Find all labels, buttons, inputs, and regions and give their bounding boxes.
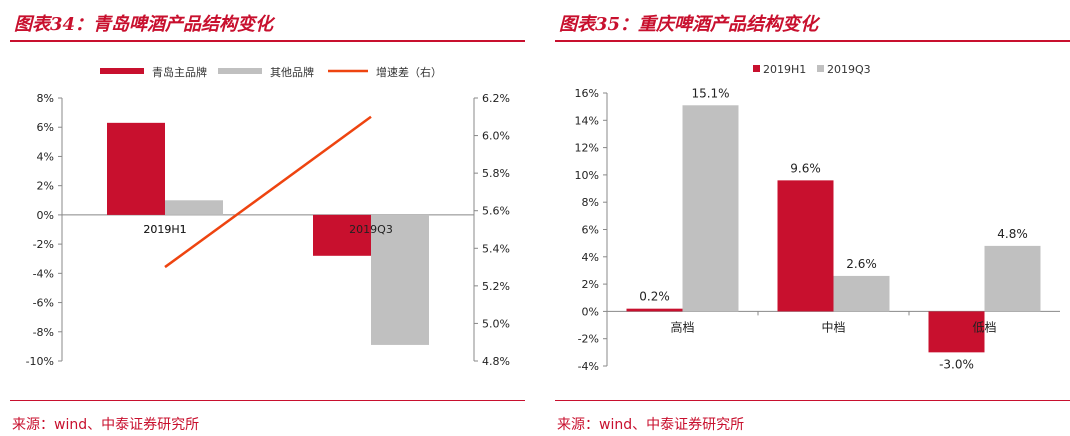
source-note: 来源：wind、中泰证券研究所	[557, 417, 745, 433]
y-tick-label-left: 4%	[37, 150, 54, 163]
x-tick-label: 低档	[972, 320, 996, 334]
legend-swatch	[817, 65, 824, 72]
bar	[833, 275, 890, 312]
source-divider	[555, 400, 1070, 401]
y-tick-label: 0%	[582, 305, 599, 318]
legend-label: 2019H1	[763, 63, 806, 76]
bar	[984, 245, 1041, 312]
chart-panel-left: 图表34：青岛啤酒产品结构变化 青岛主品牌 其他品牌 增速差（右） 8% 6% 4% 2% 0…	[0, 0, 525, 436]
bar	[371, 214, 429, 345]
y-tick-label: 6%	[582, 224, 599, 237]
y-tick-label-left: -6%	[33, 297, 54, 310]
y-tick-label: 12%	[575, 142, 599, 155]
y-tick-label-right: 4.8%	[482, 355, 510, 368]
y-tick-label: 4%	[582, 251, 599, 264]
y-tick-label-right: 5.4%	[482, 242, 510, 255]
y-tick-label-left: -8%	[33, 326, 54, 339]
legend-swatch	[753, 65, 760, 72]
title-bar: 图表35：重庆啤酒产品结构变化	[555, 4, 1070, 42]
y-tick-label: 14%	[575, 114, 599, 127]
y-tick-label: 8%	[582, 196, 599, 209]
bar	[928, 311, 985, 353]
y-tick-label: 10%	[575, 169, 599, 182]
y-tick-label-left: -10%	[26, 355, 54, 368]
chart-panel-right: 图表35：重庆啤酒产品结构变化 2019H1 2019Q3 16% 14% 12% 10%…	[545, 0, 1070, 436]
y-tick-label-left: -4%	[33, 267, 54, 280]
legend-label: 增速差（右）	[376, 65, 442, 79]
chart-title: 图表35：重庆啤酒产品结构变化	[559, 14, 819, 35]
y-tick-label-right: 5.0%	[482, 317, 510, 330]
y-tick-label: -4%	[578, 360, 599, 373]
bar	[165, 200, 223, 215]
chart-title: 图表34：青岛啤酒产品结构变化	[14, 14, 274, 35]
data-label: 0.2%	[639, 290, 670, 304]
line-series	[164, 115, 372, 269]
bar	[107, 122, 165, 215]
legend-label: 2019Q3	[827, 63, 871, 76]
y-tick-label-right: 5.8%	[482, 167, 510, 180]
y-tick-label-left: 8%	[37, 92, 54, 105]
x-tick-label: 高档	[670, 319, 694, 334]
y-tick-label-right: 5.6%	[482, 205, 510, 218]
data-label: 15.1%	[691, 86, 729, 100]
y-tick-label: 2%	[582, 278, 599, 291]
y-tick-label-right: 5.2%	[482, 280, 510, 293]
y-tick-label: -2%	[578, 333, 599, 346]
data-label: 9.6%	[790, 161, 821, 175]
y-tick-label-left: 6%	[37, 121, 54, 134]
x-tick-label: 中档	[821, 319, 845, 334]
title-bar: 图表34：青岛啤酒产品结构变化	[10, 4, 525, 42]
legend-label: 其他品牌	[270, 65, 314, 79]
x-tick-label-top: 2019H1	[143, 223, 186, 236]
data-label: -3.0%	[939, 357, 974, 371]
chart-chongqing: 2019H1 2019Q3 16% 14% 12% 10% 8% 6% 4% 2% 0% -2% -4%…	[575, 63, 1060, 373]
y-tick-label-right: 6.2%	[482, 92, 510, 105]
legend-label: 青岛主品牌	[152, 65, 207, 79]
y-tick-label-right: 6.0%	[482, 130, 510, 143]
source-divider	[10, 400, 525, 401]
source-note: 来源：wind、中泰证券研究所	[12, 417, 200, 433]
bar	[777, 180, 834, 312]
x-tick-label-top: 2019Q3	[349, 223, 393, 236]
bar	[682, 105, 739, 312]
legend-swatch	[218, 68, 262, 74]
y-tick-label-left: -2%	[33, 238, 54, 251]
data-label: 4.8%	[997, 227, 1028, 241]
legend-swatch	[100, 68, 144, 74]
y-tick-label: 16%	[575, 87, 599, 100]
data-label: 2.6%	[846, 257, 877, 271]
y-tick-label-left: 0%	[37, 209, 54, 222]
bar	[626, 308, 683, 312]
x-tick-label: 2019H1	[143, 223, 186, 236]
bar	[313, 214, 371, 256]
y-tick-label-left: 2%	[37, 180, 54, 193]
chart-qingdao: 青岛主品牌 其他品牌 增速差（右） 8% 6% 4% 2% 0% -2% -4% -6% -8% -10…	[26, 65, 510, 368]
